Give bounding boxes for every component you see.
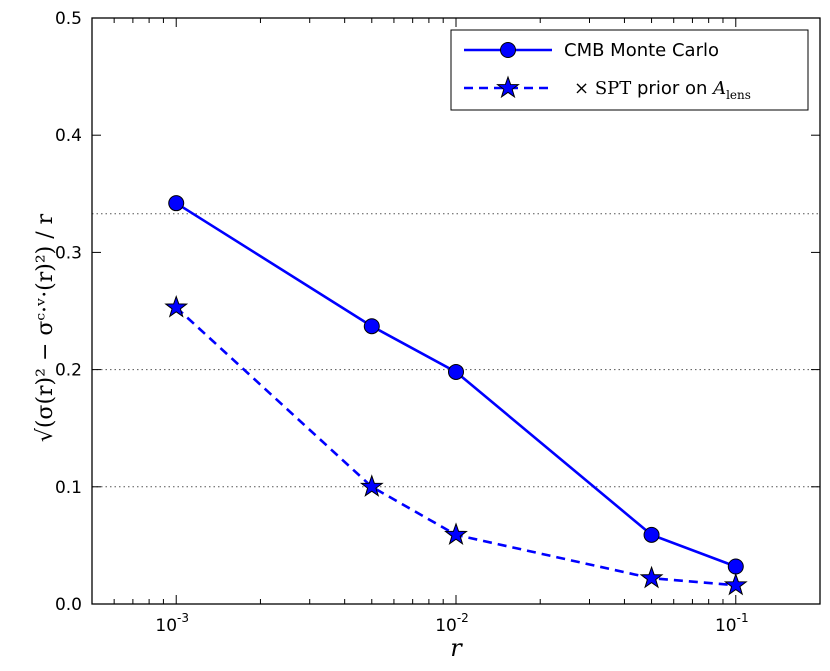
x-tick-label: 10-1 — [715, 611, 749, 636]
data-point-0-1 — [363, 318, 380, 335]
axis-ticks: 10-3 10-2 10-1 0.0 0.1 0.2 0.3 0.4 0.5 — [55, 9, 820, 636]
data-point-0-3 — [643, 526, 660, 543]
y-tick-label: 0.2 — [55, 361, 82, 381]
data-point-1-0 — [164, 294, 189, 318]
x-axis-label: r — [450, 634, 463, 662]
legend-label-spt: × SPT prior on Alens — [574, 78, 751, 102]
data-point-1-2 — [444, 522, 468, 545]
legend-star-marker — [496, 75, 520, 99]
data-point-1-3 — [639, 565, 664, 589]
y-tick-label: 0.1 — [55, 478, 82, 498]
x-tick-label: 10-3 — [155, 611, 189, 636]
data-point-0-0 — [168, 195, 185, 212]
data-point-1-1 — [359, 474, 384, 497]
data-point-0-2 — [448, 363, 464, 380]
y-axis-label: √(σ(r)² − σᶜ·ᵛ·(r)²) / r — [33, 213, 58, 442]
grid-lines — [92, 213, 820, 488]
series-line-0 — [175, 202, 737, 568]
series-line-1 — [175, 306, 736, 587]
data-point-0-4 — [727, 558, 744, 575]
plot-series — [164, 195, 748, 596]
y-tick-label: 0.0 — [55, 595, 82, 615]
legend: CMB Monte Carlo × SPT prior on Alens — [450, 29, 809, 111]
y-tick-label: 0.4 — [55, 126, 82, 146]
x-tick-label: 10-2 — [435, 611, 469, 636]
legend-label-cmb: CMB Monte Carlo — [564, 40, 719, 61]
y-tick-label: 0.5 — [55, 9, 82, 29]
data-point-1-4 — [723, 572, 748, 596]
legend-circle-marker — [500, 42, 516, 58]
y-tick-label: 0.3 — [55, 243, 82, 263]
